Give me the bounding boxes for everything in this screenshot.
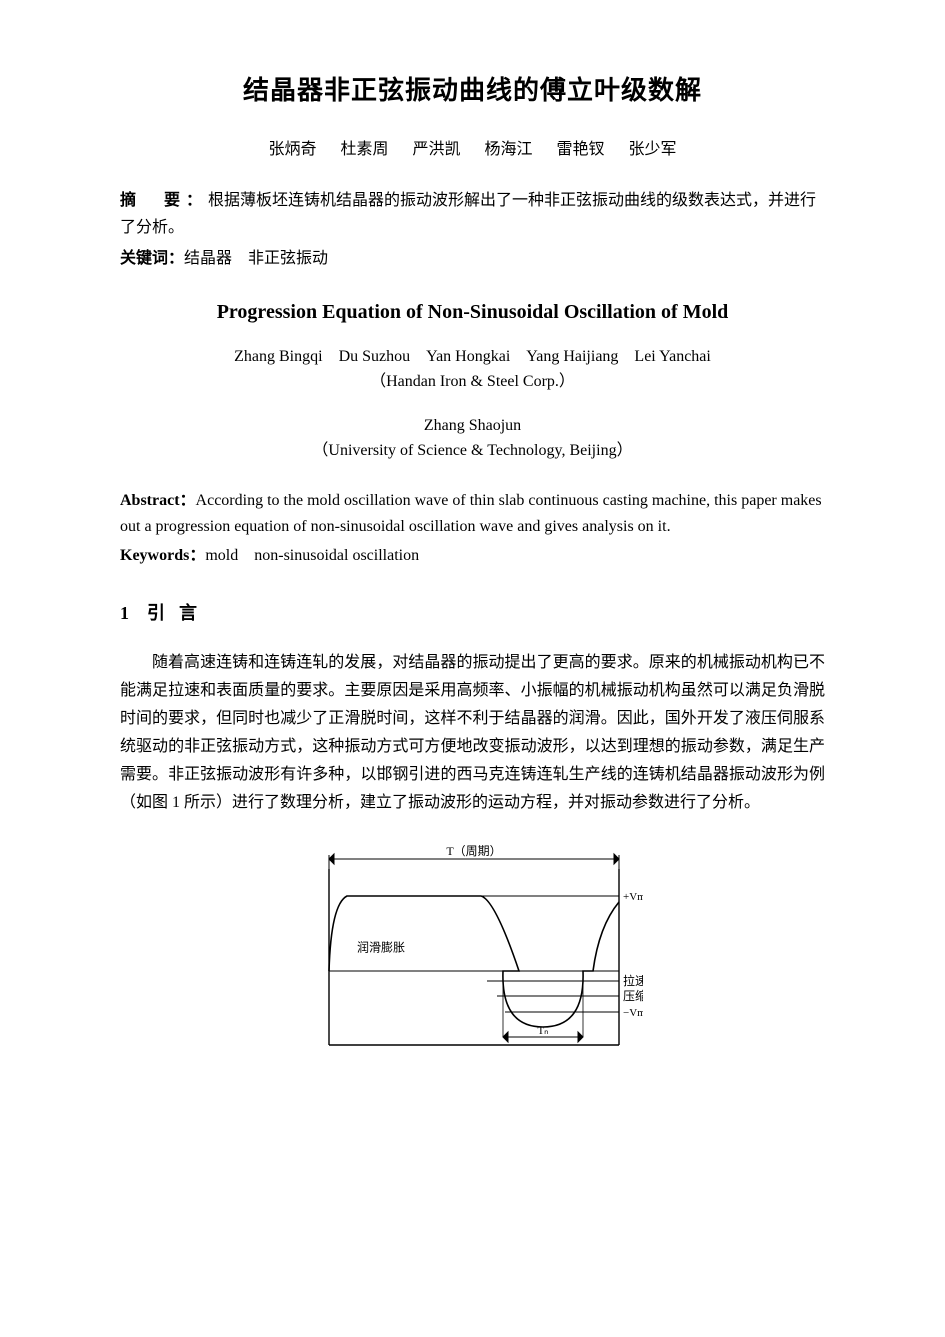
authors-en-line1: Zhang Bingqi Du Suzhou Yan Hongkai Yang …: [120, 344, 825, 370]
svg-text:−Vmax: −Vmax: [623, 1007, 643, 1019]
svg-text:Tₙ: Tₙ: [537, 1025, 548, 1037]
abstract-cn-label: 摘 要：: [120, 192, 208, 209]
authors-en-block2: Zhang Shaojun （University of Science & T…: [120, 413, 825, 464]
keywords-en-label: Keywords：: [120, 547, 205, 564]
authors-en-line2: Zhang Shaojun: [120, 413, 825, 439]
authors-en-block1: Zhang Bingqi Du Suzhou Yan Hongkai Yang …: [120, 344, 825, 395]
svg-text:压缩: 压缩: [623, 988, 643, 1003]
svg-text:拉速: 拉速: [623, 973, 643, 988]
abstract-en-label: Abstract：: [120, 492, 196, 509]
authors-en-aff2: （University of Science & Technology, Bei…: [120, 438, 825, 464]
keywords-cn-text: 结晶器 非正弦振动: [184, 250, 328, 267]
authors-en-aff1: （Handan Iron & Steel Corp.）: [120, 369, 825, 395]
abstract-cn: 摘 要：根据薄板坯连铸机结晶器的振动波形解出了一种非正弦振动曲线的级数表达式，并…: [120, 187, 825, 241]
figure-1: T（周期） +Vmax 润滑膨胀拉速压缩 −Vmax Tₙ: [120, 841, 825, 1066]
author-cn: 雷艳钗: [557, 141, 605, 158]
abstract-en: Abstract：According to the mold oscillati…: [120, 488, 825, 539]
figure-1-svg: T（周期） +Vmax 润滑膨胀拉速压缩 −Vmax Tₙ: [303, 841, 643, 1061]
svg-text:+Vmax: +Vmax: [623, 891, 643, 903]
keywords-en: Keywords：mold non-sinusoidal oscillation: [120, 543, 825, 569]
section-1-para: 随着高速连铸和连铸连轧的发展，对结晶器的振动提出了更高的要求。原来的机械振动机构…: [120, 649, 825, 817]
author-cn: 杨海江: [485, 141, 533, 158]
section-1-num: 1: [120, 603, 129, 623]
author-cn: 杜素周: [340, 141, 388, 158]
keywords-cn: 关键词：结晶器 非正弦振动: [120, 245, 825, 272]
svg-text:润滑膨胀: 润滑膨胀: [357, 940, 405, 954]
svg-text:T（周期）: T（周期）: [446, 844, 501, 858]
keywords-en-text: mold non-sinusoidal oscillation: [205, 547, 419, 564]
authors-cn: 张炳奇 杜素周 严洪凯 杨海江 雷艳钗 张少军: [120, 135, 825, 159]
author-cn: 张炳奇: [268, 141, 316, 158]
abstract-cn-text: 根据薄板坯连铸机结晶器的振动波形解出了一种非正弦振动曲线的级数表达式，并进行了分…: [120, 192, 816, 236]
section-1-title: 引言: [147, 603, 211, 623]
abstract-en-text: According to the mold oscillation wave o…: [120, 492, 822, 535]
author-cn: 严洪凯: [412, 141, 460, 158]
author-cn: 张少军: [629, 141, 677, 158]
paper-title-en: Progression Equation of Non-Sinusoidal O…: [120, 301, 825, 324]
keywords-cn-label: 关键词：: [120, 250, 184, 267]
section-1-heading: 1 引言: [120, 599, 825, 625]
paper-title-cn: 结晶器非正弦振动曲线的傅立叶级数解: [120, 70, 825, 107]
